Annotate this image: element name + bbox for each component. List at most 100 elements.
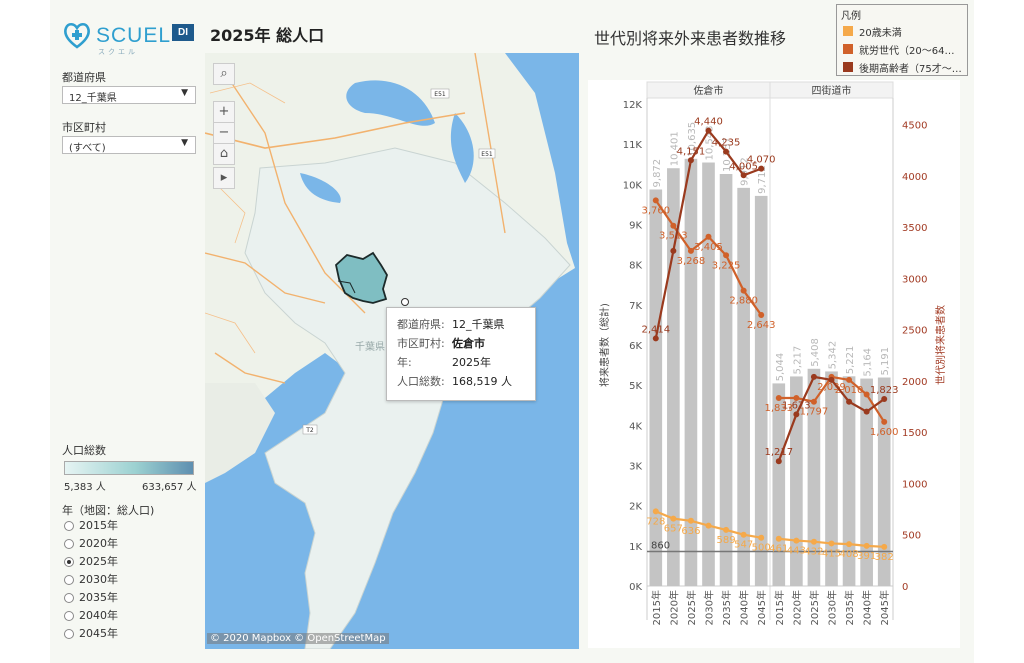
prefecture-select[interactable]: 12_千葉県 ▼ [62,86,196,104]
legend-swatch [843,26,853,36]
left-tick-label: 5K [629,381,642,392]
legend-swatch [843,62,853,72]
chart-canvas: 佐倉市 四街道市 0K 1K 2K 3K 4K 5K 6K 7K 8K 9K 10K 11K 12K 0 500… [598,81,947,625]
map-tooltip: 都道府県: 12_千葉県 市区町村: 佐倉市 年: 2025年 人口総数: 168,51… [386,307,536,401]
bar [719,174,733,586]
zoom-in-button[interactable]: + [213,101,235,123]
tooltip-key: 市区町村: [397,337,445,350]
map-search-button[interactable]: ⌕ [213,63,235,85]
radio-button[interactable] [64,611,74,621]
series-value-label: 443 [787,546,806,557]
x-tick-label: 2040年 [861,590,874,625]
radio-button-selected[interactable] [64,557,74,567]
city-select[interactable]: (すべて) ▼ [62,136,196,154]
chart-legend-title: 凡例 [841,11,861,22]
radio-button[interactable] [64,539,74,549]
series-value-label: 657 [664,524,683,535]
left-axis-title: 将来患者数（総計) [598,303,611,387]
legend-max-label: 633,657 人 [142,482,197,493]
city-label: 市区町村 [62,121,106,134]
series-point [793,411,800,418]
series-value-label: 382 [875,552,894,563]
map-attribution[interactable]: © 2020 Mapbox © OpenStreetMap [207,633,389,644]
x-tick-label: 2025年 [808,590,821,625]
patient-trend-chart[interactable]: 佐倉市 四街道市 0K 1K 2K 3K 4K 5K 6K 7K 8K 9K 10K 11K 12K 0 500… [588,80,960,648]
series-point [740,531,747,538]
bar-value-label: 5,044 [775,353,786,382]
series-point [723,148,730,155]
right-tick-label: 4500 [902,121,927,132]
series-point [775,395,782,402]
zoom-out-button[interactable]: − [213,122,235,144]
tooltip-key: 人口総数: [397,375,445,388]
radio-button[interactable] [64,593,74,603]
road-shield [302,424,318,435]
radio-button[interactable] [64,575,74,585]
series-point [810,538,817,545]
series-point [670,515,677,522]
chevron-down-icon: ▼ [181,88,188,98]
right-tick-label: 500 [902,531,921,542]
series-point [758,165,765,172]
series-value-label: 636 [681,526,700,537]
series-point [687,157,694,164]
bar-value-label: 10,635 [687,122,698,157]
series-point [723,526,730,533]
highway [205,252,326,304]
series-value-label: 1,600 [870,427,899,438]
series-value-label: 3,760 [641,205,670,216]
right-tick-label: 4000 [902,172,927,183]
left-tick-label: 2K [629,502,642,513]
series-value-label: 4,151 [677,146,706,157]
left-tick-label: 4K [629,421,642,432]
left-tick-label: 6K [629,341,642,352]
series-value-label: 547 [734,540,753,551]
series-value-label: 3,405 [694,242,723,253]
pan-mode-button[interactable]: ▸ [213,167,235,189]
bar [790,376,803,586]
home-button[interactable]: ⌂ [213,143,235,165]
selected-municipality[interactable] [335,251,388,304]
series-point [775,458,782,465]
road-shield-label: T2 [305,427,314,434]
series-value-label: 500 [752,543,771,554]
tooltip-value: 168,519 人 [452,375,512,388]
chart-legend: 凡例 20歳未満 就労世代（20～64… 後期高齢者（75才～… [836,4,968,76]
series-point [740,287,747,294]
place-label: 千葉県 [355,340,385,353]
logo-badge: DI [172,24,194,41]
series-value-label: 2,039 [817,382,846,393]
series-point [863,391,870,398]
x-tick-label: 2030年 [703,590,716,625]
population-color-scale [64,461,194,475]
year-option-label: 2030年 [79,573,118,586]
series-value-label: 461 [769,544,788,555]
series-point [723,252,730,259]
prefecture-value: 12_千葉県 [69,93,117,104]
series-value-label: 4,440 [694,117,723,128]
bar-value-label: 9,912 [740,157,751,186]
series-point [705,522,712,529]
series-point [670,222,677,229]
radio-button[interactable] [64,521,74,531]
logo-text: SCUEL [96,24,172,47]
series-point [881,396,888,403]
bar [737,187,750,587]
x-tick-label: 2045年 [755,590,768,625]
legend-swatch [843,44,853,54]
x-tick-label: 2035年 [843,590,856,625]
series-point [670,247,677,254]
lake [346,80,435,126]
series-point [740,172,747,179]
series-point [652,335,659,342]
x-tick-label: 2015年 [650,590,663,625]
radio-button[interactable] [64,629,74,639]
city-value: (すべて) [69,143,106,154]
x-tick-label: 2035年 [720,590,733,625]
bar [842,376,856,586]
right-tick-label: 2000 [902,377,927,388]
chevron-down-icon: ▼ [181,138,188,148]
chart-title: 世代別将来外来患者数推移 [594,29,787,48]
right-tick-label: 2500 [902,326,927,337]
series-value-label: 3,225 [712,260,741,271]
